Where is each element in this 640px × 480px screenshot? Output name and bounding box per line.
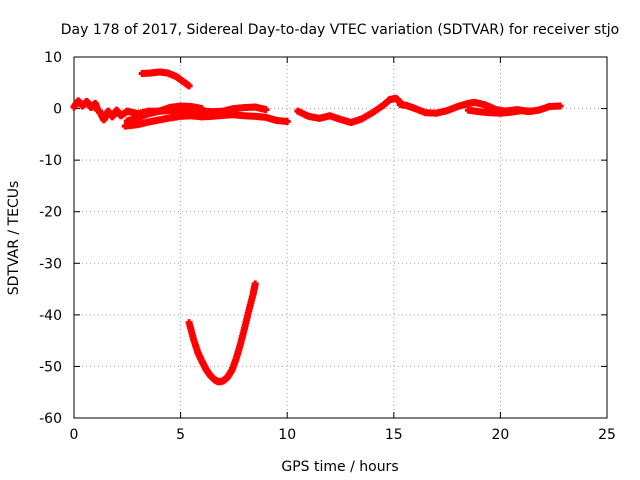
series-sat-f: [185, 280, 259, 386]
y-tick-label: -30: [39, 256, 62, 272]
y-tick-label: 0: [53, 102, 62, 118]
data-point-markers: [464, 106, 536, 117]
data-point-markers: [294, 94, 404, 126]
series-sat-a: [70, 97, 101, 114]
y-axis-label: SDTVAR / TECUs: [6, 181, 22, 296]
series-sat-c: [121, 111, 291, 130]
x-tick-label: 0: [70, 427, 79, 443]
x-tick-label: 20: [491, 427, 509, 443]
x-axis-label: GPS time / hours: [281, 459, 398, 475]
x-tick-label: 10: [278, 427, 296, 443]
y-tick-label: 10: [44, 50, 62, 66]
y-tick-label: -50: [39, 359, 62, 375]
series-sat-d: [123, 102, 206, 125]
y-tick-label: -20: [39, 205, 62, 221]
y-tick-label: -60: [39, 411, 62, 427]
series-sat-g: [294, 94, 404, 126]
data-point-markers: [138, 68, 193, 90]
y-tick-label: -40: [39, 308, 62, 324]
data-point-markers: [70, 97, 101, 114]
x-tick-label: 15: [385, 427, 403, 443]
series-sat-i: [464, 106, 536, 117]
y-tick-label: -10: [39, 153, 62, 169]
series-sat-e: [138, 68, 193, 90]
data-point-markers: [185, 280, 259, 386]
data-point-markers: [123, 102, 206, 125]
x-tick-label: 5: [176, 427, 185, 443]
data-series: [70, 68, 564, 386]
axis-ticks: 0 5 10 15 20 25 10 0 -10 -20 -30 -40 -50 -60: [39, 50, 616, 443]
chart-title: Day 178 of 2017, Sidereal Day-to-day VTE…: [61, 22, 619, 38]
x-tick-label: 25: [598, 427, 616, 443]
plot-frame: [73, 56, 608, 419]
data-point-markers: [121, 111, 291, 130]
